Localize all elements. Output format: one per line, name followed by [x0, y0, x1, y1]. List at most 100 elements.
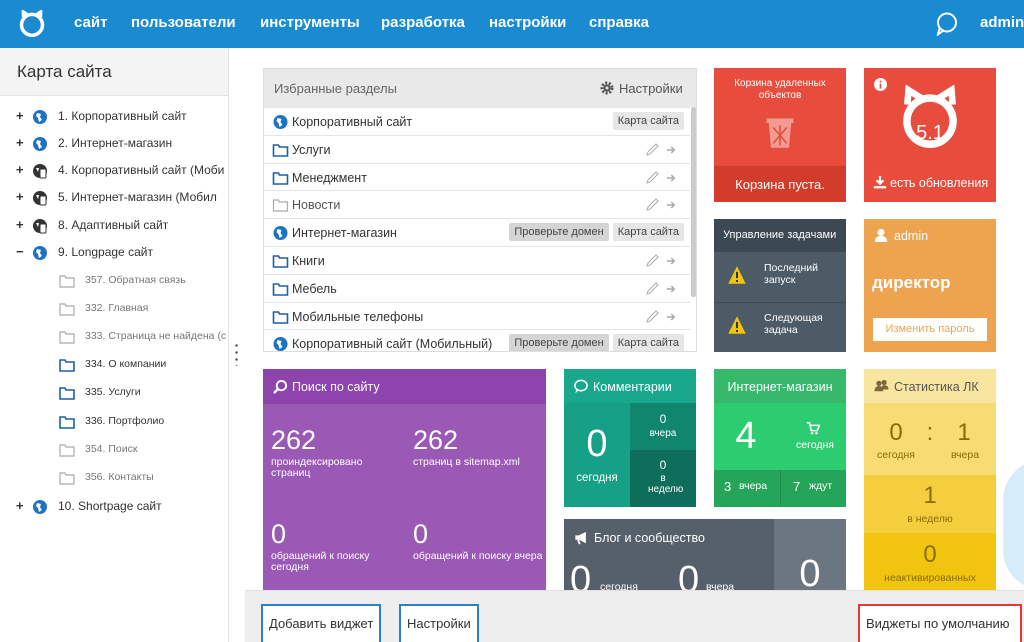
divider — [780, 470, 781, 507]
tree-toggle: + — [16, 498, 24, 513]
tree-label: 357. Обратная связь — [85, 274, 186, 286]
favorite-row[interactable]: Менеджмент — [264, 162, 690, 191]
tree-item[interactable]: +10. Shortpage сайт — [0, 496, 228, 518]
stat-label: обращений к поиску вчера — [413, 550, 543, 562]
task-label: Следующая задача — [764, 312, 823, 336]
download-icon — [873, 175, 887, 189]
row-button[interactable]: Проверьте домен — [509, 223, 609, 242]
big-value: 0 — [799, 553, 821, 590]
nav-item[interactable]: настройки — [489, 14, 567, 31]
arrow-icon — [666, 254, 678, 268]
side-top — [630, 403, 696, 450]
tree-item[interactable]: 332. Главная — [0, 298, 228, 320]
favorite-row[interactable]: Мобильные телефоны — [264, 301, 690, 330]
admin-name: admin — [894, 229, 929, 243]
stat-value: 262 — [271, 425, 317, 455]
stat-value: 0 — [271, 519, 287, 549]
tasks-widget: Управление задачами Последний запуск Следу… — [714, 219, 846, 352]
nav-item[interactable]: пользователи — [131, 14, 236, 31]
arrow-icon — [666, 310, 678, 324]
favorite-row[interactable]: Услуги — [264, 134, 690, 163]
tree-item[interactable]: 354. Поиск — [0, 439, 228, 461]
admin-widget: admin директор Изменить пароль — [864, 219, 996, 352]
search-widget: Поиск по сайту 262 проиндексировано страни… — [263, 369, 546, 590]
tree-icon — [32, 190, 48, 206]
row-icon — [272, 309, 289, 325]
tree-label: 354. Поиск — [85, 443, 138, 455]
tree-icon — [58, 414, 76, 430]
row-button[interactable]: Карта сайта — [612, 223, 684, 242]
nav-item[interactable]: справка — [589, 14, 649, 31]
trash-status: Корзина пуста. — [735, 177, 825, 192]
favorite-row[interactable]: Корпоративный сайт Карта сайта — [264, 107, 690, 135]
arrow-icon — [666, 198, 678, 212]
big-value: 0 — [586, 423, 608, 465]
tree-item[interactable]: 334. О компании — [0, 354, 228, 376]
tree-item[interactable]: 333. Страница не найдена (с — [0, 326, 228, 348]
widget-right — [774, 519, 846, 590]
widget-title: Избранные разделы — [274, 81, 397, 96]
value-label: сегодня — [576, 472, 618, 484]
stat-label: обращений к поиску сегодня — [271, 550, 370, 573]
nav-item[interactable]: инструменты — [260, 14, 360, 31]
row-label: Мебель — [292, 281, 337, 296]
row-label: Мобильные телефоны — [292, 309, 424, 324]
favorite-row[interactable]: Корпоративный сайт (Мобильный) Карта сайт… — [264, 329, 690, 351]
arrow-icon — [666, 282, 678, 296]
add-widget-button[interactable]: Добавить виджет — [261, 604, 382, 642]
tree-item[interactable]: +4. Корпоративный сайт (Моби — [0, 160, 228, 182]
settings-button[interactable]: Настройки — [399, 604, 479, 642]
tree-item[interactable]: +1. Корпоративный сайт — [0, 106, 228, 128]
update-status[interactable]: есть обновления — [890, 176, 989, 190]
tree-item[interactable]: 357. Обратная связь — [0, 270, 228, 292]
tree-label: 1. Корпоративный сайт — [58, 109, 187, 123]
small-label: вчера — [739, 480, 768, 492]
change-password-button[interactable]: Изменить пароль — [873, 318, 987, 341]
tree-toggle: + — [16, 217, 24, 232]
favorite-row[interactable]: Книги — [264, 246, 690, 274]
widget-header — [264, 69, 696, 107]
tree-item[interactable]: − 9. Longpage сайт — [0, 242, 228, 264]
separator: : — [926, 419, 934, 446]
row-label: Интернет-магазин — [292, 226, 397, 241]
row-button[interactable]: Карта сайта — [612, 112, 684, 130]
row-button[interactable]: Проверьте домен — [509, 334, 609, 351]
tree-item[interactable]: +8. Адаптивный сайт — [0, 215, 228, 237]
chat-icon — [935, 12, 959, 37]
navbar — [0, 0, 1024, 48]
small-value: 0 — [659, 458, 667, 472]
stat-value: 262 — [413, 425, 459, 455]
row-icon — [272, 142, 289, 158]
tree-label: 10. Shortpage сайт — [58, 499, 162, 513]
big-value: 4 — [735, 415, 757, 457]
row-icon — [272, 253, 289, 269]
tree-item[interactable]: 336. Портфолио — [0, 411, 228, 433]
nav-item[interactable]: разработка — [381, 14, 465, 31]
tree-toggle: + — [16, 162, 24, 177]
user-menu[interactable]: admin — [980, 14, 1024, 31]
row-icon — [272, 197, 289, 213]
settings-link[interactable]: Настройки — [619, 81, 683, 96]
stats-widget: Статистика ЛК 0:1 сегодня вчера 1 в неделю 0 не… — [864, 369, 996, 590]
nav-item[interactable]: сайт — [74, 14, 108, 31]
favorite-row[interactable]: Новости — [264, 190, 690, 218]
divider — [714, 302, 846, 303]
tree-item[interactable]: +5. Интернет-магазин (Мобил — [0, 187, 228, 209]
favorite-row[interactable]: Интернет-магазин Карта сайта Проверьте дом… — [264, 218, 690, 246]
stat-value: 1 — [957, 419, 971, 446]
tree-item[interactable]: 335. Услуги — [0, 382, 228, 404]
tree-item[interactable]: +2. Интернет-магазин — [0, 133, 228, 155]
small-value: 7 — [793, 479, 801, 494]
edit-icon — [644, 253, 660, 269]
inactive-section — [864, 533, 996, 590]
tree-item[interactable]: 356. Контакты — [0, 467, 228, 489]
tree-icon — [32, 499, 48, 515]
favorite-row[interactable]: Мебель — [264, 273, 690, 302]
small-value: 3 — [724, 479, 732, 494]
row-button[interactable]: Карта сайта — [612, 334, 684, 351]
tree-icon — [58, 385, 76, 401]
small-value: 0 — [659, 412, 667, 426]
tree-icon — [58, 329, 76, 345]
defaults-button[interactable]: Виджеты по умолчанию — [858, 604, 1022, 642]
